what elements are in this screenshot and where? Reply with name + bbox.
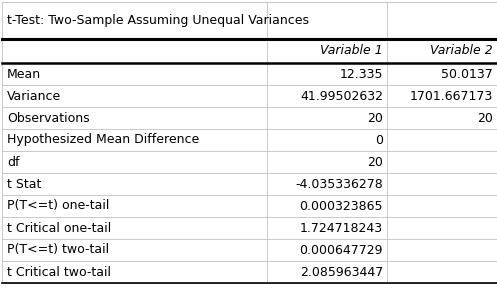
Text: t-Test: Two-Sample Assuming Unequal Variances: t-Test: Two-Sample Assuming Unequal Vari… bbox=[7, 14, 309, 27]
Text: -4.035336278: -4.035336278 bbox=[295, 178, 383, 191]
Text: Variable 2: Variable 2 bbox=[430, 44, 493, 57]
Text: 0.000647729: 0.000647729 bbox=[300, 244, 383, 257]
Text: P(T<=t) one-tail: P(T<=t) one-tail bbox=[7, 199, 109, 212]
Text: 1.724718243: 1.724718243 bbox=[300, 222, 383, 234]
Text: 1701.667173: 1701.667173 bbox=[410, 89, 493, 102]
Text: t Stat: t Stat bbox=[7, 178, 41, 191]
Text: 12.335: 12.335 bbox=[339, 67, 383, 81]
Text: t Critical one-tail: t Critical one-tail bbox=[7, 222, 111, 234]
Text: Mean: Mean bbox=[7, 67, 41, 81]
Text: Variance: Variance bbox=[7, 89, 61, 102]
Text: 20: 20 bbox=[477, 112, 493, 125]
Text: 50.0137: 50.0137 bbox=[441, 67, 493, 81]
Text: 0: 0 bbox=[375, 133, 383, 147]
Text: Observations: Observations bbox=[7, 112, 89, 125]
Text: P(T<=t) two-tail: P(T<=t) two-tail bbox=[7, 244, 109, 257]
Text: 41.99502632: 41.99502632 bbox=[300, 89, 383, 102]
Text: df: df bbox=[7, 156, 19, 168]
Text: Variable 1: Variable 1 bbox=[320, 44, 383, 57]
Text: Hypothesized Mean Difference: Hypothesized Mean Difference bbox=[7, 133, 199, 147]
Text: 20: 20 bbox=[367, 112, 383, 125]
Text: 20: 20 bbox=[367, 156, 383, 168]
Text: 2.085963447: 2.085963447 bbox=[300, 265, 383, 278]
Text: 0.000323865: 0.000323865 bbox=[300, 199, 383, 212]
Text: t Critical two-tail: t Critical two-tail bbox=[7, 265, 111, 278]
